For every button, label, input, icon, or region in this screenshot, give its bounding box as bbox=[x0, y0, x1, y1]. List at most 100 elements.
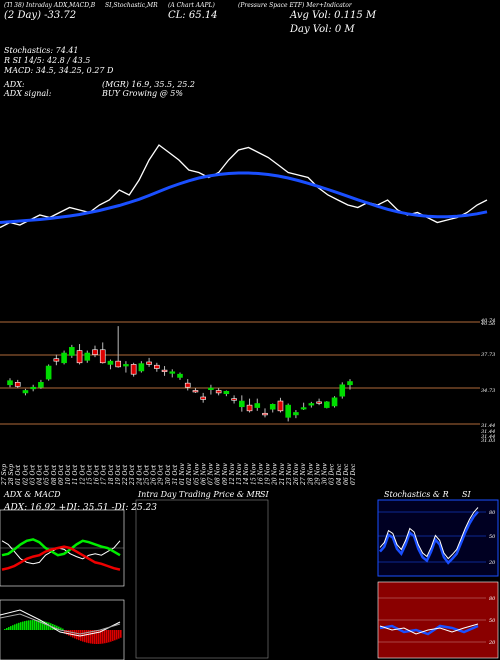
candle-body bbox=[84, 352, 91, 361]
date-label: 04 Dec bbox=[336, 463, 343, 485]
macd-histogram-bar bbox=[40, 620, 42, 630]
macd-histogram-bar bbox=[76, 630, 78, 640]
date-label: 13 Nov bbox=[236, 463, 243, 485]
macd-histogram-bar bbox=[16, 623, 18, 630]
macd-histogram-bar bbox=[24, 621, 26, 630]
si-label-1: SI bbox=[260, 490, 269, 499]
stoch-tick: 50 bbox=[489, 534, 496, 540]
date-label: 08 Nov bbox=[215, 463, 222, 485]
macd-histogram-bar bbox=[44, 621, 46, 630]
macd-histogram-bar bbox=[60, 627, 62, 630]
date-label: 29 Nov bbox=[314, 463, 321, 486]
candle-body bbox=[161, 369, 168, 372]
candle-body bbox=[339, 384, 346, 397]
macd-histogram-bar bbox=[78, 630, 80, 641]
stoch-tick: 20 bbox=[488, 560, 496, 566]
rsi-value: R SI 14/5: 42.8 / 43.5 bbox=[4, 56, 91, 65]
date-label: 28 Nov bbox=[307, 463, 314, 486]
date-label: 16 Oct bbox=[94, 464, 101, 485]
date-label: 27 Sep bbox=[1, 464, 8, 486]
si-label-2: SI bbox=[462, 490, 471, 499]
candle-body bbox=[347, 381, 353, 386]
date-label: 27 Nov bbox=[300, 463, 307, 486]
candle-body bbox=[169, 371, 176, 374]
adx-series-line bbox=[1, 538, 121, 557]
rsi-tick: 80 bbox=[489, 596, 496, 602]
macd-histogram-bar bbox=[66, 630, 68, 635]
intraday-panel-frame bbox=[135, 499, 269, 659]
macd-histogram-bar bbox=[116, 630, 118, 640]
date-label: 20 Nov bbox=[272, 463, 279, 486]
macd-value: MACD: 34.5, 34.25, 0.27 D bbox=[4, 66, 114, 75]
candle-body bbox=[208, 387, 214, 390]
macd-histogram-bar bbox=[10, 626, 12, 630]
rsi-tick: 50 bbox=[489, 618, 496, 624]
stoch-tick: 80 bbox=[489, 510, 496, 516]
candle-body bbox=[308, 403, 315, 406]
macd-histogram-bar bbox=[30, 620, 32, 630]
macd-histogram-bar bbox=[64, 630, 66, 634]
macd-histogram-bar bbox=[62, 628, 64, 630]
candle-body bbox=[239, 400, 245, 408]
date-label: 29 Oct bbox=[158, 464, 165, 486]
macd-histogram-bar bbox=[42, 620, 44, 630]
date-label: 23 Oct bbox=[129, 464, 136, 486]
candle-body bbox=[154, 364, 160, 369]
candle-body bbox=[7, 380, 13, 386]
macd-signal-line bbox=[0, 613, 121, 635]
date-label: 06 Nov bbox=[200, 463, 207, 485]
price-axis-label: 34.73 bbox=[481, 388, 495, 394]
price-axis-label: 31.44 bbox=[481, 434, 495, 440]
candle-body bbox=[30, 386, 36, 390]
candle-body bbox=[300, 407, 307, 410]
adx-series-line bbox=[1, 540, 121, 565]
macd-histogram-bar bbox=[6, 628, 8, 630]
macd-histogram-bar bbox=[108, 630, 110, 643]
macd-histogram-bar bbox=[118, 630, 120, 639]
adx-signal-label: ADX signal: bbox=[4, 89, 52, 98]
macd-histogram-bar bbox=[36, 620, 38, 630]
adx-label: ADX: bbox=[4, 80, 25, 89]
date-label: 23 Nov bbox=[286, 463, 293, 486]
date-label: 04 Oct bbox=[37, 464, 44, 485]
candle-body bbox=[293, 412, 299, 416]
macd-histogram-bar bbox=[96, 630, 98, 644]
macd-histogram-bar bbox=[56, 625, 58, 630]
date-label: 16 Nov bbox=[257, 463, 264, 485]
adx-panel-values: ADX: 16.92 +DI: 35.51 -DI: 25.23 bbox=[4, 503, 157, 513]
macd-histogram-bar bbox=[114, 630, 116, 641]
macd-histogram-bar bbox=[86, 630, 88, 643]
date-label: 18 Oct bbox=[108, 464, 115, 485]
candle-body bbox=[61, 352, 67, 364]
macd-histogram-bar bbox=[90, 630, 92, 644]
candle-body bbox=[200, 396, 206, 400]
header-day-vol: Day Vol: 0 M bbox=[290, 24, 355, 35]
adx-series-label: ADX: 16.92 bbox=[4, 503, 56, 513]
macd-histogram-bar bbox=[120, 630, 122, 638]
macd-histogram-bar bbox=[74, 630, 76, 639]
macd-histogram-bar bbox=[20, 622, 22, 630]
macd-histogram-bar bbox=[110, 630, 112, 642]
pdi-series-label: +DI: 35.51 bbox=[58, 503, 109, 513]
date-label: 05 Oct bbox=[44, 464, 51, 485]
header-top-4: (Pressure Space ETF) Mer+Indicator bbox=[238, 2, 352, 9]
macd-histogram-bar bbox=[92, 630, 94, 644]
date-label: 11 Oct bbox=[72, 464, 79, 485]
date-label: 01 Nov bbox=[179, 463, 186, 485]
date-label: 12 Oct bbox=[79, 464, 86, 485]
candle-body bbox=[254, 403, 261, 408]
candle-body bbox=[45, 365, 52, 380]
macd-histogram-bar bbox=[4, 629, 6, 630]
mdi-series-label: -DI: 25.23 bbox=[111, 503, 157, 513]
header-top-3: (A Chart AAPL) bbox=[168, 2, 215, 9]
candle-body bbox=[223, 390, 230, 395]
macd-histogram-bar bbox=[26, 620, 28, 630]
macd-histogram-bar bbox=[34, 620, 36, 630]
candle-body bbox=[138, 363, 145, 372]
candle-body bbox=[246, 404, 253, 412]
header-close: CL: 65.14 bbox=[168, 10, 218, 21]
date-label: 31 Oct bbox=[172, 464, 179, 485]
macd-histogram-bar bbox=[12, 625, 14, 630]
candle-body bbox=[324, 401, 330, 408]
